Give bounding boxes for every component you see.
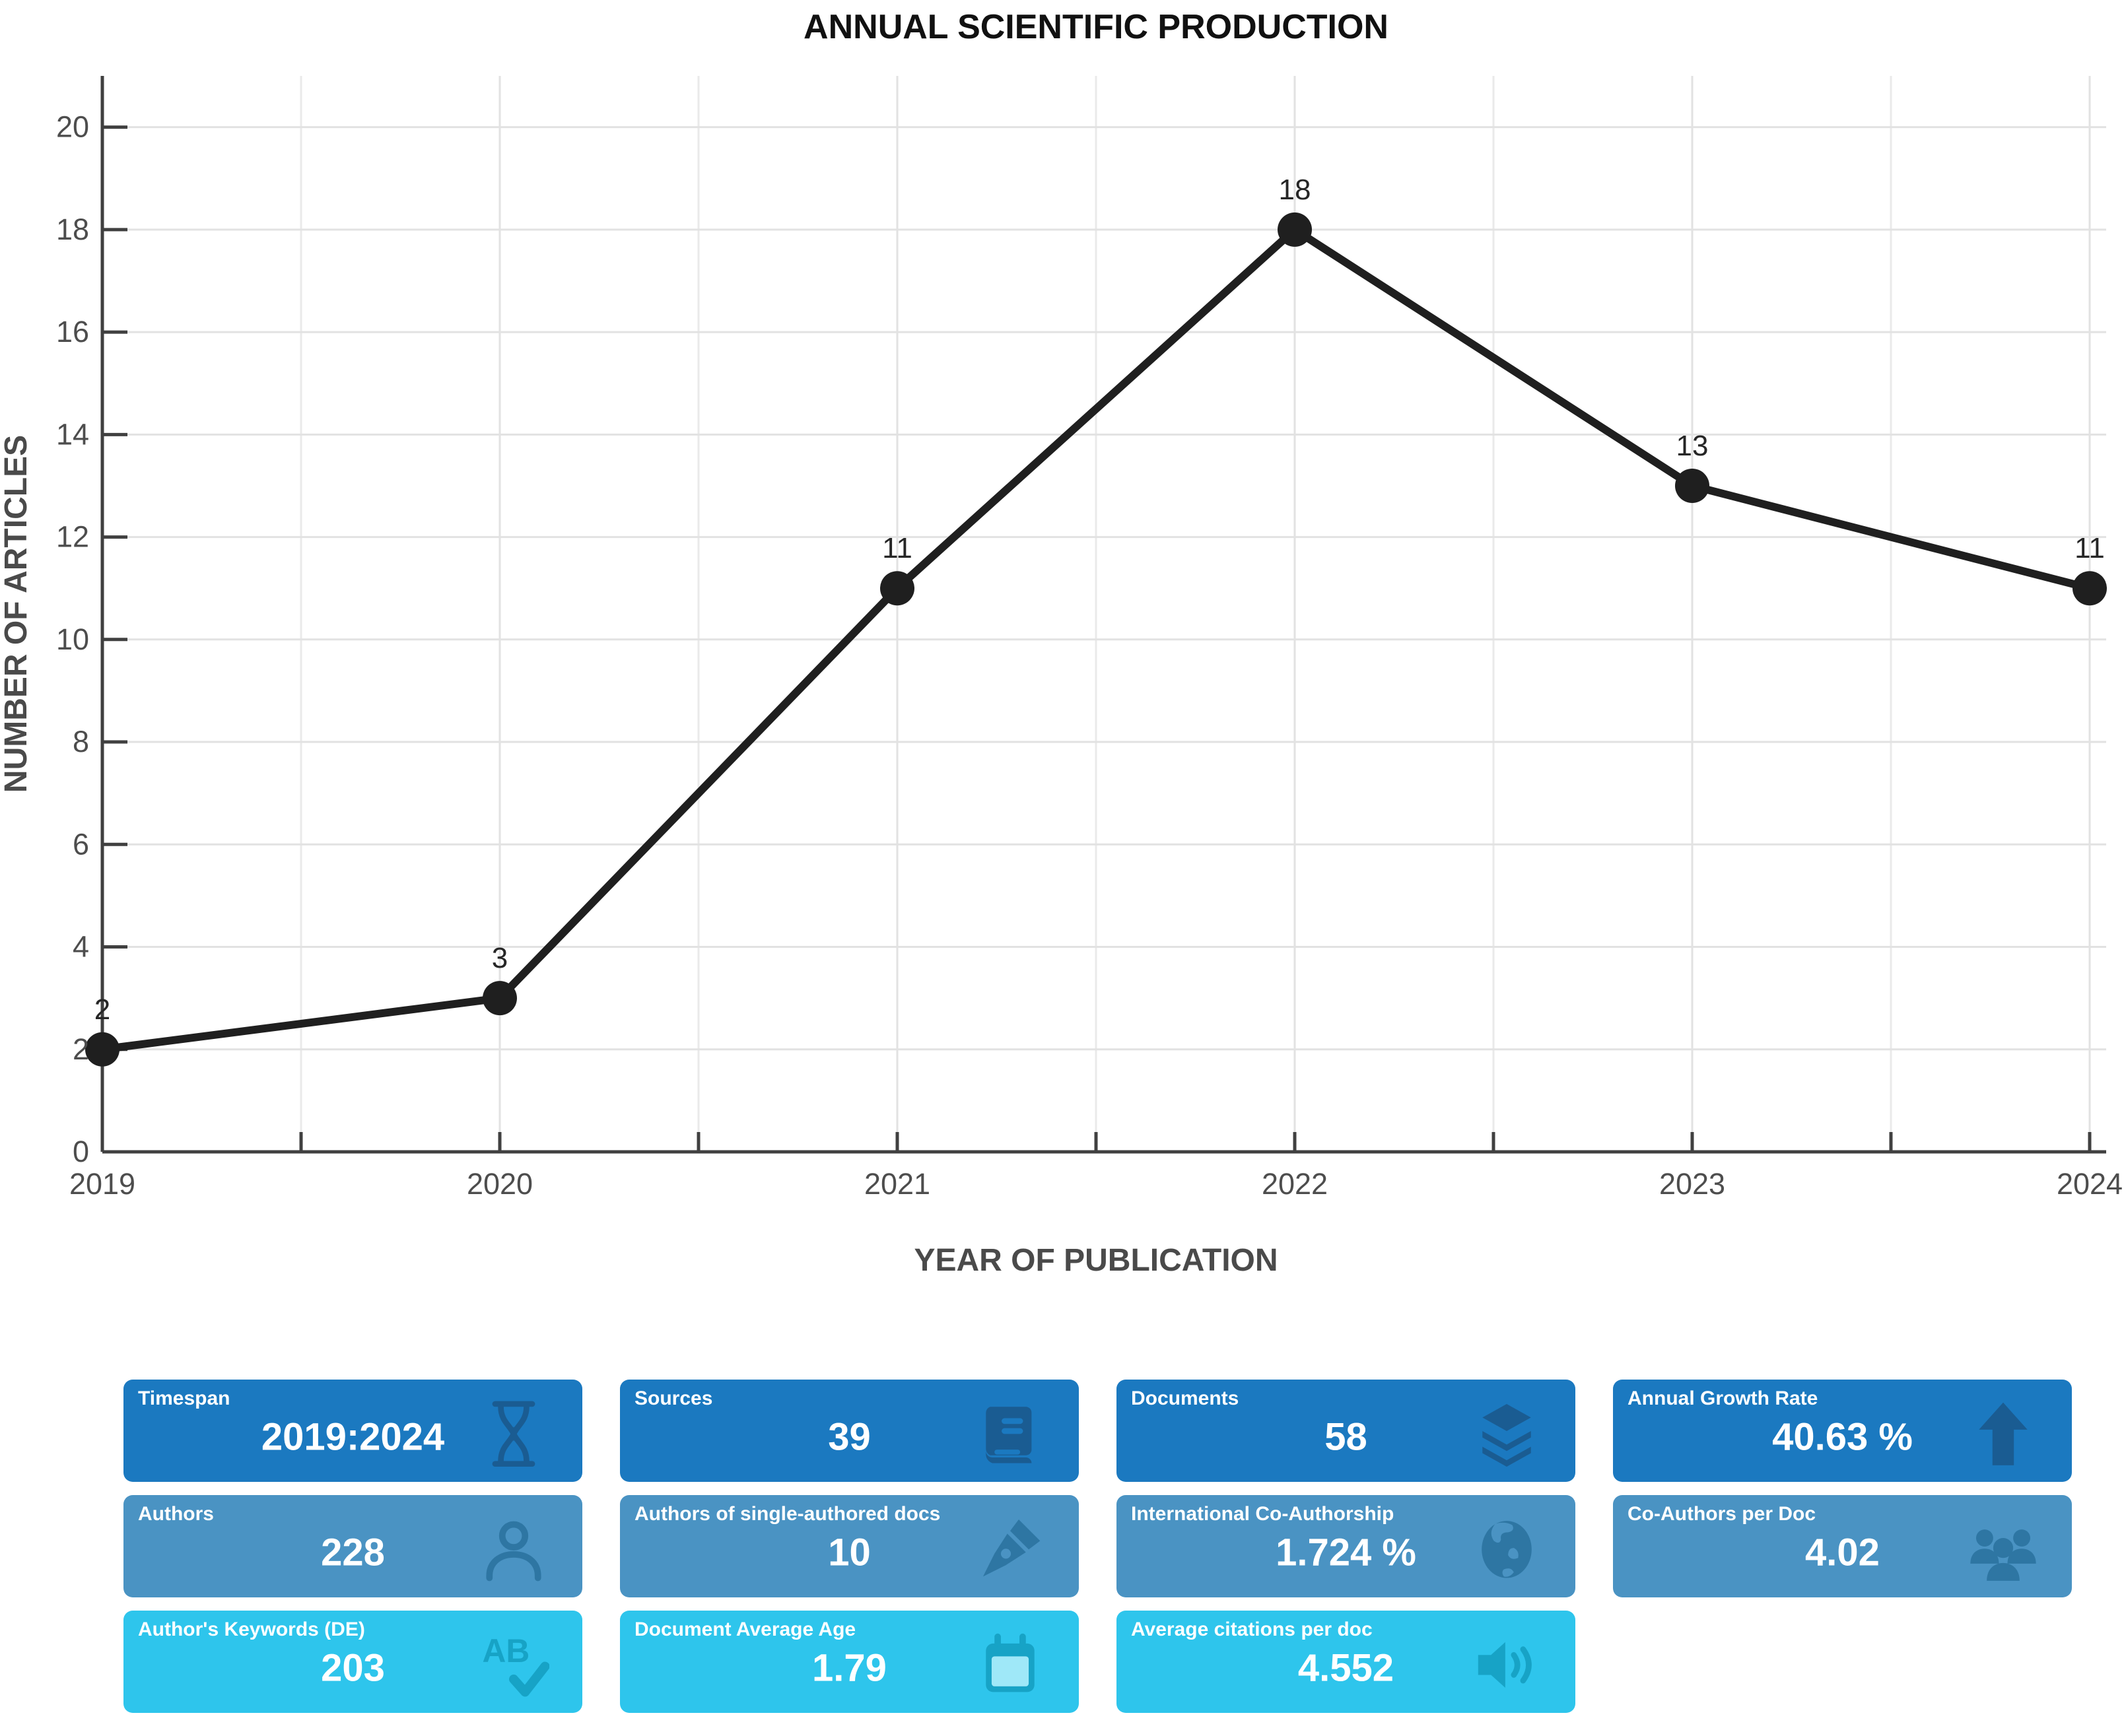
svg-text:2024: 2024 [2057,1167,2123,1201]
axis-lines [100,76,2106,1154]
card-documents: Documents 58 [1116,1380,1575,1482]
x-tick-labels: 2019 2020 2021 2022 2023 2024 [69,1167,2123,1201]
card-label: Average citations per doc [1131,1619,1373,1640]
card-value: 1.724 % [1276,1531,1416,1574]
svg-text:2021: 2021 [864,1167,930,1201]
card-authors: Authors 228 [123,1495,582,1597]
card-label: Document Average Age [634,1619,856,1640]
card-timespan: Timespan 2019:2024 [123,1380,582,1482]
svg-text:13: 13 [1676,430,1709,462]
svg-text:2020: 2020 [467,1167,533,1201]
card-value: 10 [828,1531,871,1574]
card-label: Authors of single-authored docs [634,1503,941,1525]
card-value: 39 [828,1415,871,1459]
svg-text:2022: 2022 [1262,1167,1328,1201]
card-value: 58 [1324,1415,1367,1459]
card-coauthors-per-doc: Co-Authors per Doc 4.02 [1613,1495,2072,1597]
users-icon [1970,1529,2036,1581]
svg-text:6: 6 [73,827,89,861]
card-authors-keywords: Author's Keywords (DE) 203 AB [123,1611,582,1713]
layers-icon [1482,1403,1531,1467]
svg-text:3: 3 [492,942,508,974]
pen-nib-icon [982,1519,1041,1576]
card-label: Annual Growth Rate [1627,1387,1818,1409]
x-axis-title: YEAR OF PUBLICATION [914,1243,1278,1278]
data-labels: 2 3 11 18 13 11 [94,174,2105,1026]
card-sources: Sources 39 [620,1380,1079,1482]
card-label: Timespan [138,1387,230,1409]
card-label: Authors [138,1503,214,1525]
card-label: Co-Authors per Doc [1627,1503,1816,1525]
annual-production-chart: ANNUAL SCIENTIFIC PRODUCTION 2311181311 … [0,8,2123,1278]
y-tick-labels: 0 2 4 6 8 10 12 14 16 18 20 [56,110,89,1168]
card-value: 228 [321,1531,385,1574]
svg-text:4: 4 [73,930,89,964]
svg-text:11: 11 [2074,532,2105,564]
card-label: Documents [1131,1387,1239,1409]
card-single-authored: Authors of single-authored docs 10 [620,1495,1079,1597]
calendar-icon [986,1633,1035,1692]
volume-icon [1478,1642,1532,1688]
svg-text:2019: 2019 [69,1167,135,1201]
svg-text:10: 10 [56,622,89,656]
card-label: Sources [634,1387,713,1409]
spellcheck-icon: AB [482,1632,549,1696]
data-points [85,212,2107,1067]
svg-text:11: 11 [882,532,912,564]
svg-text:14: 14 [56,417,89,451]
svg-text:18: 18 [1279,174,1311,206]
main-information-cards: Timespan 2019:2024 Sources 39 Documents … [123,1380,2072,1713]
gridlines-minor [300,76,1892,1152]
book-icon [986,1406,1032,1463]
svg-text:2: 2 [94,993,110,1026]
card-value: 2019:2024 [261,1415,445,1459]
chart-title: ANNUAL SCIENTIFIC PRODUCTION [804,8,1388,46]
gridlines-major [101,76,2106,1152]
card-value: 203 [321,1646,385,1690]
svg-text:2: 2 [73,1032,89,1066]
arrow-up-icon [1979,1402,2028,1465]
svg-text:0: 0 [73,1135,89,1168]
card-intl-coauthorship: International Co-Authorship 1.724 % [1116,1495,1575,1597]
card-value: 4.02 [1805,1531,1880,1574]
card-label: International Co-Authorship [1131,1503,1394,1525]
series-line [102,225,2091,1053]
card-doc-average-age: Document Average Age 1.79 [620,1611,1079,1713]
card-annual-growth-rate: Annual Growth Rate 40.63 % [1613,1380,2072,1482]
card-label: Author's Keywords (DE) [138,1619,365,1640]
svg-text:AB: AB [482,1632,530,1669]
svg-text:8: 8 [73,725,89,758]
card-avg-citations: Average citations per doc 4.552 [1116,1611,1575,1713]
hourglass-icon [492,1401,535,1467]
svg-text:2023: 2023 [1659,1167,1725,1201]
y-axis-title: NUMBER OF ARTICLES [0,435,34,793]
globe-icon [1482,1520,1532,1578]
svg-text:16: 16 [56,315,89,349]
card-value: 40.63 % [1772,1415,1913,1459]
svg-text:12: 12 [56,520,89,554]
svg-text:20: 20 [56,110,89,144]
svg-text:18: 18 [56,213,89,246]
card-value: 1.79 [812,1646,887,1690]
user-icon [486,1521,541,1581]
card-value: 4.552 [1297,1646,1394,1690]
